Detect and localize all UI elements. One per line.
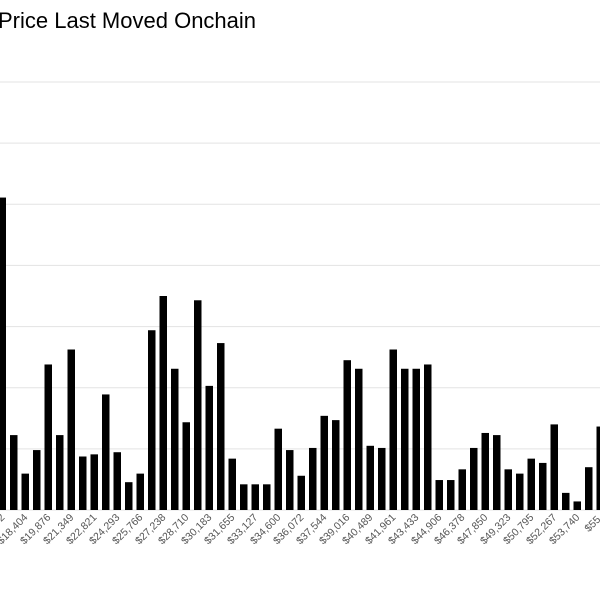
- bar: [550, 424, 558, 510]
- bar: [228, 458, 236, 510]
- bar: [562, 492, 570, 510]
- bar: [263, 484, 271, 510]
- bar: [148, 330, 156, 510]
- bar: [90, 454, 98, 510]
- bar: [585, 467, 593, 510]
- bar: [332, 420, 340, 510]
- x-tick-label: $55,: [582, 512, 600, 535]
- bar: [435, 480, 443, 510]
- bar: [481, 432, 489, 510]
- bar: [401, 368, 409, 510]
- bar: [504, 469, 512, 510]
- bar: [217, 343, 225, 510]
- bar: [205, 385, 213, 510]
- bars: [0, 197, 600, 510]
- bar: [412, 368, 420, 510]
- bar: [527, 458, 535, 510]
- bar: [113, 452, 121, 510]
- bar: [21, 473, 29, 510]
- bar: [159, 296, 167, 510]
- bar: [366, 445, 374, 510]
- bar: [378, 447, 386, 510]
- bar: [194, 300, 202, 510]
- bar: [240, 484, 248, 510]
- bar: [355, 368, 363, 510]
- bar: [389, 349, 397, 510]
- bar: [44, 364, 52, 510]
- bar: [596, 426, 600, 510]
- bar: [10, 435, 18, 510]
- bar: [309, 447, 317, 510]
- bar: [470, 447, 478, 510]
- bar: [573, 501, 581, 510]
- bar: [67, 349, 75, 510]
- bar: [539, 462, 547, 510]
- bar: [424, 364, 432, 510]
- bar: [56, 435, 64, 510]
- bar: [0, 197, 6, 510]
- bar: [343, 360, 351, 510]
- bar: [33, 450, 41, 510]
- bar: [297, 475, 305, 510]
- x-axis-tick-labels: 932$18,404$19,876$21,349$22,821$24,293$2…: [0, 512, 600, 547]
- bar: [136, 473, 144, 510]
- bar: [251, 484, 259, 510]
- bar: [286, 450, 294, 510]
- bar: [320, 415, 328, 510]
- gridlines: [0, 81, 600, 511]
- bar: [79, 456, 87, 510]
- bar: [171, 368, 179, 510]
- bar: [182, 422, 190, 510]
- chart-title: Price Last Moved Onchain: [0, 8, 257, 33]
- x-tick-label: 932: [0, 512, 7, 533]
- bar: [516, 473, 524, 510]
- bar: [274, 428, 282, 510]
- bar: [493, 435, 501, 510]
- bar: [447, 480, 455, 510]
- bar: [125, 482, 133, 510]
- bar: [458, 469, 466, 510]
- bar: [102, 394, 110, 510]
